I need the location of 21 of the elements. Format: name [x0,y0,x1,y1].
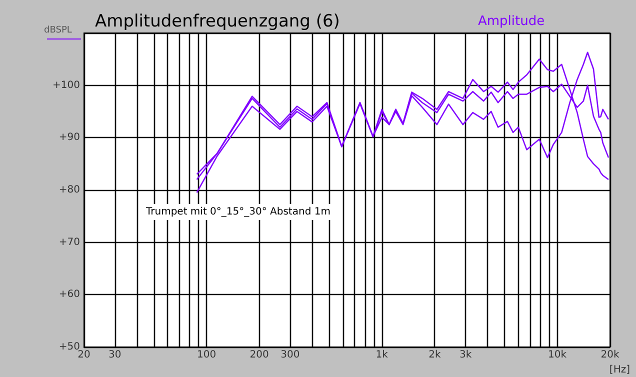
x-tick-label: 2k [428,350,441,360]
y-tick-label: +50 [58,342,80,352]
text: Amplitude [478,14,545,29]
x-axis-title: [Hz] [609,364,630,376]
x-tick-label: 20 [78,350,90,360]
x-tick-label: 300 [280,350,300,360]
annotation: Trumpet mit 0°_15°_30° Abstand 1m [145,206,330,218]
x-tick-label: 3k [459,350,472,360]
y-tick-label: +70 [58,236,80,248]
x-tick-label: 200 [250,350,269,360]
y-tick-label: +80 [58,184,80,196]
y-tick-label: +60 [58,289,80,300]
x-tick-label: 1k [376,350,388,360]
x-tick-label: 100 [197,350,216,360]
y-axis-title: dBSPL [44,26,72,36]
x-tick-label: 20k [600,350,620,360]
y-tick-label: +90 [58,132,80,144]
x-tick-label: 30 [108,350,122,360]
chart-title: Amplitudenfrequenzgang (6) [95,12,340,32]
x-tick-label: 10k [548,350,567,360]
y-tick-label: +100 [52,80,80,91]
